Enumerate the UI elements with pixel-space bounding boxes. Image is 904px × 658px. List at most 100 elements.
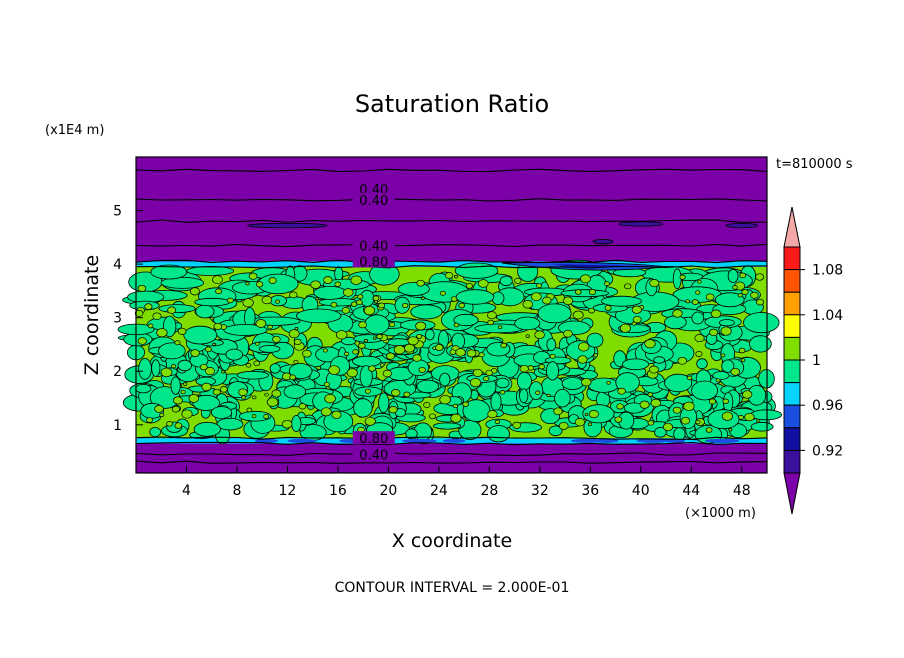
mottle-patch — [410, 304, 443, 320]
mottle-island — [522, 300, 534, 309]
mottle-patch — [186, 265, 235, 276]
contour-label: 0.40 — [359, 239, 388, 254]
mottle-island — [606, 380, 611, 385]
mottle-island — [588, 410, 599, 419]
mottle-island — [271, 389, 282, 398]
mottle-patch — [696, 358, 708, 370]
mottle-patch — [586, 332, 604, 348]
mottle-island — [310, 280, 321, 289]
y-tick-label: 2 — [113, 364, 122, 380]
mottle-island — [553, 407, 563, 416]
mottle-patch — [691, 380, 718, 401]
mottle-island — [469, 378, 482, 388]
mottle-patch — [158, 304, 196, 314]
mottle-island — [335, 330, 348, 340]
mottle-island — [302, 349, 312, 358]
mottle-island — [577, 355, 588, 364]
contour-line — [135, 452, 768, 457]
mottle-island — [403, 391, 411, 398]
mottle-island — [720, 326, 732, 336]
mottle-patch — [135, 383, 152, 394]
mottle-patch — [560, 289, 610, 298]
y-tick-label: 1 — [113, 418, 122, 434]
mottle-patch — [378, 392, 390, 414]
mottle-island — [631, 305, 642, 314]
mottle-patch — [439, 372, 451, 387]
mottle-island — [389, 322, 396, 328]
mottle-island — [581, 377, 592, 387]
mottle-island — [462, 401, 469, 407]
mottle-island — [415, 321, 427, 331]
mottle-patch — [257, 273, 299, 295]
mottle-island — [619, 323, 631, 333]
mottle-patch — [519, 388, 529, 404]
colorbar-box — [783, 427, 801, 451]
mottle-island — [738, 415, 744, 420]
mottle-island — [363, 305, 376, 316]
contour-line — [135, 219, 768, 223]
colorbar-tick-label: 1.08 — [812, 263, 843, 279]
contour-label-bg — [352, 182, 395, 196]
mottle-patch — [561, 377, 584, 390]
mottle-island — [705, 427, 713, 433]
mottle-patch — [495, 377, 510, 389]
mottle-island — [755, 273, 765, 281]
mottle-island — [174, 340, 181, 346]
mottle-island — [352, 349, 359, 355]
mottle-island — [662, 422, 674, 432]
mottle-island — [739, 272, 747, 279]
mottle-island — [588, 289, 596, 295]
mottle-patch — [160, 276, 205, 289]
mottle-island — [741, 289, 749, 295]
mottle-island — [341, 307, 350, 314]
mottle-island — [709, 328, 719, 337]
mottle-island — [439, 290, 446, 296]
colorbar-tick-label: 1.04 — [812, 308, 843, 324]
colorbar: 1.08 1.04 1 0.96 0.92 — [783, 206, 843, 515]
mottle-island — [500, 342, 507, 349]
mottle-island — [632, 315, 642, 324]
mottle-island — [647, 392, 654, 397]
mottle-island — [189, 287, 200, 296]
mottle-patch — [259, 344, 281, 353]
mottle-patch — [194, 297, 230, 307]
mottle-island — [730, 367, 740, 376]
mottle-island — [183, 382, 188, 386]
contour-label: 0.80 — [359, 255, 388, 270]
mottle-patch — [149, 426, 162, 437]
contour-label-bg — [352, 192, 395, 206]
mottle-patch — [407, 359, 430, 377]
contour-label-bg — [352, 238, 395, 252]
mottle-island — [315, 297, 319, 301]
mottle-patch — [296, 308, 342, 324]
mottle-patch — [170, 376, 181, 395]
blue-spot — [254, 438, 278, 443]
mottle-patch — [397, 282, 430, 296]
contour-line — [135, 198, 768, 202]
mottle-island — [574, 418, 586, 427]
mottle-island — [549, 353, 556, 359]
mottle-patch — [487, 425, 510, 443]
time-label: t=810000 s — [776, 157, 853, 172]
mottle-island — [393, 345, 406, 355]
mottle-island — [562, 296, 574, 306]
mottle-island — [246, 407, 253, 413]
mottle-patch — [177, 359, 193, 372]
contour-line — [135, 436, 768, 440]
mottle-island — [320, 407, 332, 417]
colorbar-box — [783, 246, 801, 271]
x-tick-label: 44 — [682, 483, 700, 499]
mottle-island — [705, 293, 715, 301]
mottle-patch — [193, 421, 221, 437]
mottle-island — [647, 420, 655, 426]
mottle-island — [245, 281, 250, 286]
blue-spot — [570, 438, 604, 443]
mottle-island — [146, 417, 154, 423]
mottle-island — [449, 349, 457, 355]
mottle-island — [253, 360, 261, 367]
mottle-island — [649, 365, 659, 374]
mottle-island — [171, 405, 180, 413]
mottle-island — [708, 398, 716, 405]
x-tick-label: 32 — [531, 483, 549, 499]
mottle-island — [154, 405, 164, 413]
